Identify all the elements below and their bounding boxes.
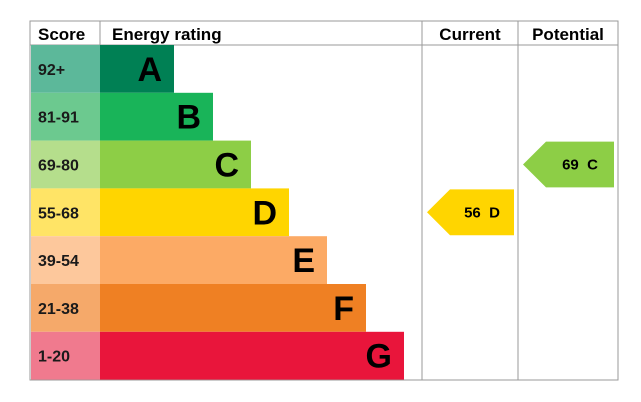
- band-score-b: 81-91: [38, 110, 79, 127]
- potential-rating-arrow: 69 C: [523, 141, 614, 188]
- potential-rating-arrow-shape: [523, 141, 614, 188]
- band-bar-a: [100, 45, 174, 93]
- band-score-g: 1-20: [38, 349, 70, 366]
- band-bar-c: [100, 140, 251, 189]
- band-d: 55-68 D: [31, 188, 289, 237]
- band-score-a: 92+: [38, 62, 65, 79]
- band-letter-g: G: [366, 338, 392, 376]
- score-cell-g: [31, 331, 100, 380]
- table-grid: [29, 20, 619, 381]
- band-e: 39-54 E: [31, 236, 327, 284]
- rating-bands: 92+ A 81-91 B 69-80 C 55-68 D 39-54 E 21-38 F 1-20 G: [31, 45, 404, 380]
- band-f: 21-38 F: [31, 284, 366, 332]
- band-a: 92+ A: [31, 45, 174, 93]
- header-score: Score: [38, 25, 85, 44]
- band-bar-g: [100, 331, 404, 380]
- band-c: 69-80 C: [31, 140, 251, 189]
- current-rating-arrow: 56 D: [427, 189, 514, 236]
- potential-rating-arrow-label: 69 C: [562, 157, 598, 174]
- band-letter-e: E: [292, 242, 315, 280]
- band-letter-c: C: [214, 147, 239, 185]
- band-score-e: 39-54: [38, 253, 79, 270]
- score-cell-b: [31, 92, 100, 141]
- rating-arrows: 56 D 69 C: [427, 141, 614, 236]
- band-bar-d: [100, 188, 289, 237]
- table-border: [29, 20, 619, 381]
- band-letter-f: F: [333, 290, 354, 328]
- score-cell-e: [31, 236, 100, 284]
- current-rating-arrow-shape: [427, 189, 514, 236]
- band-letter-d: D: [252, 194, 277, 232]
- header-potential: Potential: [532, 25, 604, 44]
- score-cell-c: [31, 140, 100, 189]
- band-bar-b: [100, 92, 213, 141]
- header-current: Current: [439, 25, 501, 44]
- band-g: 1-20 G: [31, 331, 404, 380]
- band-score-c: 69-80: [38, 158, 79, 175]
- score-cell-a: [31, 45, 100, 93]
- score-cell-d: [31, 188, 100, 237]
- table-header-row: Score Energy rating Current Potential: [38, 25, 604, 44]
- current-rating-arrow-label: 56 D: [464, 204, 500, 221]
- band-b: 81-91 B: [31, 92, 213, 141]
- score-cell-f: [31, 284, 100, 332]
- band-letter-a: A: [137, 51, 162, 89]
- band-score-d: 55-68: [38, 205, 79, 222]
- band-letter-b: B: [176, 99, 201, 137]
- band-bar-f: [100, 284, 366, 332]
- band-score-f: 21-38: [38, 301, 79, 318]
- band-bar-e: [100, 236, 327, 284]
- header-energy-rating: Energy rating: [112, 25, 222, 44]
